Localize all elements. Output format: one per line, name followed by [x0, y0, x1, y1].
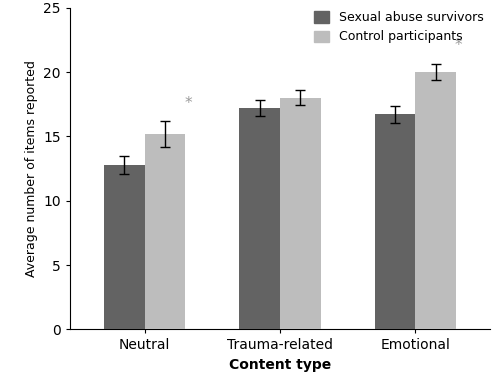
Bar [144, 134, 185, 329]
Bar [104, 165, 144, 329]
Legend: Sexual abuse survivors, Control participants: Sexual abuse survivors, Control particip… [310, 8, 488, 47]
Bar [375, 115, 416, 329]
Text: *: * [184, 96, 192, 111]
Y-axis label: Average number of items reported: Average number of items reported [25, 60, 38, 277]
X-axis label: Content type: Content type [229, 358, 331, 372]
Bar [280, 98, 320, 329]
Bar [240, 108, 280, 329]
Bar [416, 72, 456, 329]
Text: *: * [455, 38, 462, 53]
